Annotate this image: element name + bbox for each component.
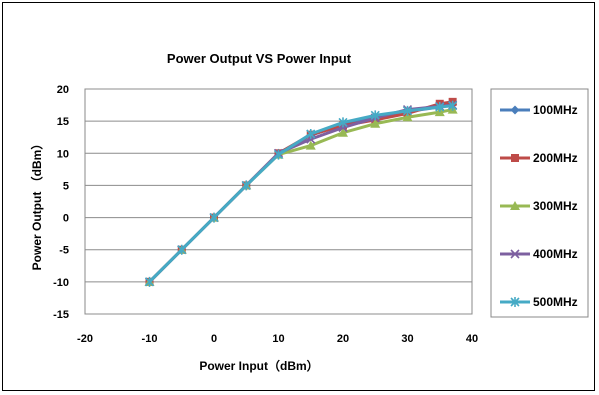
data-point	[510, 297, 520, 307]
series-line	[148, 103, 453, 283]
data-point	[402, 105, 413, 116]
data-point	[305, 140, 316, 150]
x-tick-label: 10	[272, 333, 284, 345]
series-line	[148, 100, 453, 283]
plot-border	[84, 88, 473, 315]
series-line	[148, 102, 453, 283]
data-point	[273, 149, 284, 160]
legend-item: 500MHz	[500, 295, 578, 309]
data-point	[511, 154, 519, 162]
legend-item: 400MHz	[500, 247, 578, 261]
legend-item: 200MHz	[500, 151, 578, 165]
legend-box	[490, 88, 589, 318]
legend-label: 400MHz	[533, 247, 578, 261]
series-line	[148, 104, 453, 283]
data-point	[435, 102, 445, 112]
y-tick-label: 20	[57, 84, 69, 96]
legend-item: 300MHz	[500, 199, 578, 213]
series-200MHz	[145, 97, 457, 286]
x-tick-label: -20	[77, 333, 93, 345]
y-tick-label: -15	[53, 309, 69, 321]
data-point	[510, 201, 520, 210]
plot-area	[84, 88, 473, 315]
data-point	[209, 212, 219, 223]
legend-label: 500MHz	[533, 295, 578, 309]
x-axis-title: Power Input（dBm）	[199, 358, 318, 373]
legend-label: 300MHz	[533, 199, 578, 213]
y-axis-title: Power Output （dBm）	[29, 138, 44, 271]
y-tick-label: 0	[63, 213, 69, 225]
x-axis-ticks: -20 -10 0 10 20 30 40	[77, 333, 478, 345]
data-point	[402, 112, 413, 122]
y-tick-label: 15	[57, 116, 69, 128]
x-tick-label: 30	[401, 333, 413, 345]
legend-label: 200MHz	[533, 151, 578, 165]
data-point	[510, 105, 520, 115]
data-point	[510, 249, 520, 259]
gridlines	[85, 88, 472, 315]
data-point	[370, 118, 381, 128]
chart-frame: Power Output VS Power Input -15 -10 -5 0 5 10…	[2, 2, 595, 391]
x-tick-label: 40	[466, 333, 478, 345]
data-point	[241, 180, 251, 191]
y-tick-label: 5	[63, 180, 69, 192]
legend-label: 100MHz	[533, 103, 578, 117]
data-point	[177, 244, 187, 255]
series-layer	[144, 97, 458, 287]
x-tick-label: 20	[337, 333, 349, 345]
data-point	[338, 117, 348, 128]
x-tick-label: -10	[142, 333, 158, 345]
series-100MHz	[145, 99, 458, 287]
data-point	[448, 100, 458, 111]
data-point	[144, 276, 155, 287]
y-tick-label: -5	[59, 245, 69, 257]
y-tick-label: -10	[53, 277, 69, 289]
power-chart: Power Output VS Power Input -15 -10 -5 0 5 10…	[29, 51, 589, 373]
y-tick-label: 10	[57, 148, 69, 160]
chart-title: Power Output VS Power Input	[167, 51, 352, 66]
data-point	[338, 127, 348, 137]
x-tick-label: 0	[211, 333, 217, 345]
series-400MHz	[144, 100, 458, 287]
data-point	[370, 110, 380, 121]
series-500MHz	[144, 100, 458, 287]
legend: 100MHz 200MHz 300MHz 400MHz 500MHz	[490, 88, 589, 318]
legend-item: 100MHz	[500, 103, 578, 117]
y-axis-ticks: -15 -10 -5 0 5 10 15 20	[53, 84, 69, 321]
series-300MHz	[144, 104, 458, 286]
series-line	[148, 108, 453, 283]
data-point	[306, 129, 316, 139]
